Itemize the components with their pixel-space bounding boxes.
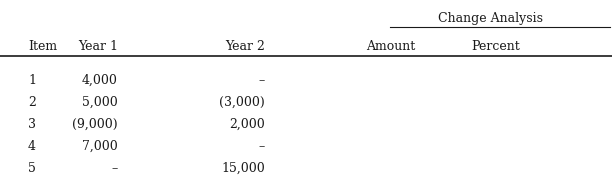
Text: 5: 5 (28, 162, 36, 175)
Text: –: – (112, 162, 118, 175)
Text: 3: 3 (28, 118, 36, 131)
Text: –: – (259, 140, 265, 153)
Text: –: – (259, 74, 265, 87)
Text: Change Analysis: Change Analysis (438, 12, 542, 25)
Text: Percent: Percent (471, 40, 520, 53)
Text: Amount: Amount (366, 40, 415, 53)
Text: 4: 4 (28, 140, 36, 153)
Text: 5,000: 5,000 (82, 96, 118, 109)
Text: (3,000): (3,000) (219, 96, 265, 109)
Text: (9,000): (9,000) (72, 118, 118, 131)
Text: Year 1: Year 1 (78, 40, 118, 53)
Text: 1: 1 (28, 74, 36, 87)
Text: Year 2: Year 2 (225, 40, 265, 53)
Text: Item: Item (28, 40, 57, 53)
Text: 15,000: 15,000 (222, 162, 265, 175)
Text: 2,000: 2,000 (230, 118, 265, 131)
Text: 4,000: 4,000 (82, 74, 118, 87)
Text: 2: 2 (28, 96, 36, 109)
Text: 7,000: 7,000 (82, 140, 118, 153)
